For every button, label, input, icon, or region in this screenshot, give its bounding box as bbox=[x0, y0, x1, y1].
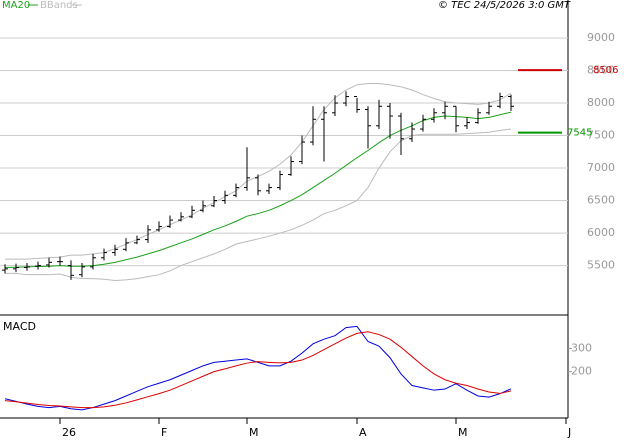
ma-line bbox=[4, 111, 512, 269]
macd-line bbox=[4, 325, 512, 411]
y-tick-label: 6000 bbox=[587, 226, 615, 239]
macd-line bbox=[4, 331, 512, 409]
x-tick-label: J bbox=[567, 426, 571, 439]
level-label: 7545 bbox=[567, 128, 592, 139]
y-tick-label: 7500 bbox=[587, 129, 615, 142]
y-tick-label: 5500 bbox=[587, 259, 615, 272]
y-tick-label: 200 bbox=[571, 365, 592, 378]
x-tick-label: F bbox=[161, 426, 167, 439]
legend-label: BBands bbox=[40, 0, 78, 11]
y-tick-label: 8500 bbox=[587, 64, 615, 77]
panel-title: MACD bbox=[3, 320, 36, 333]
x-tick-label: A bbox=[359, 426, 367, 439]
x-tick-label: M bbox=[458, 426, 468, 439]
y-tick-label: 9000 bbox=[587, 31, 615, 44]
y-tick-label: 8000 bbox=[587, 96, 615, 109]
legend-label: MA20 bbox=[2, 0, 30, 11]
y-tick-label: 7000 bbox=[587, 161, 615, 174]
source: © TEC 24/5/2026 3:0 GMT bbox=[438, 0, 571, 11]
y-tick-label: 6500 bbox=[587, 194, 615, 207]
y-tick-label: 300 bbox=[571, 341, 592, 354]
x-tick-label: 26 bbox=[62, 426, 76, 439]
x-tick-label: M bbox=[249, 426, 259, 439]
level-label: 8506 bbox=[593, 65, 618, 76]
bband-lower bbox=[5, 128, 512, 282]
